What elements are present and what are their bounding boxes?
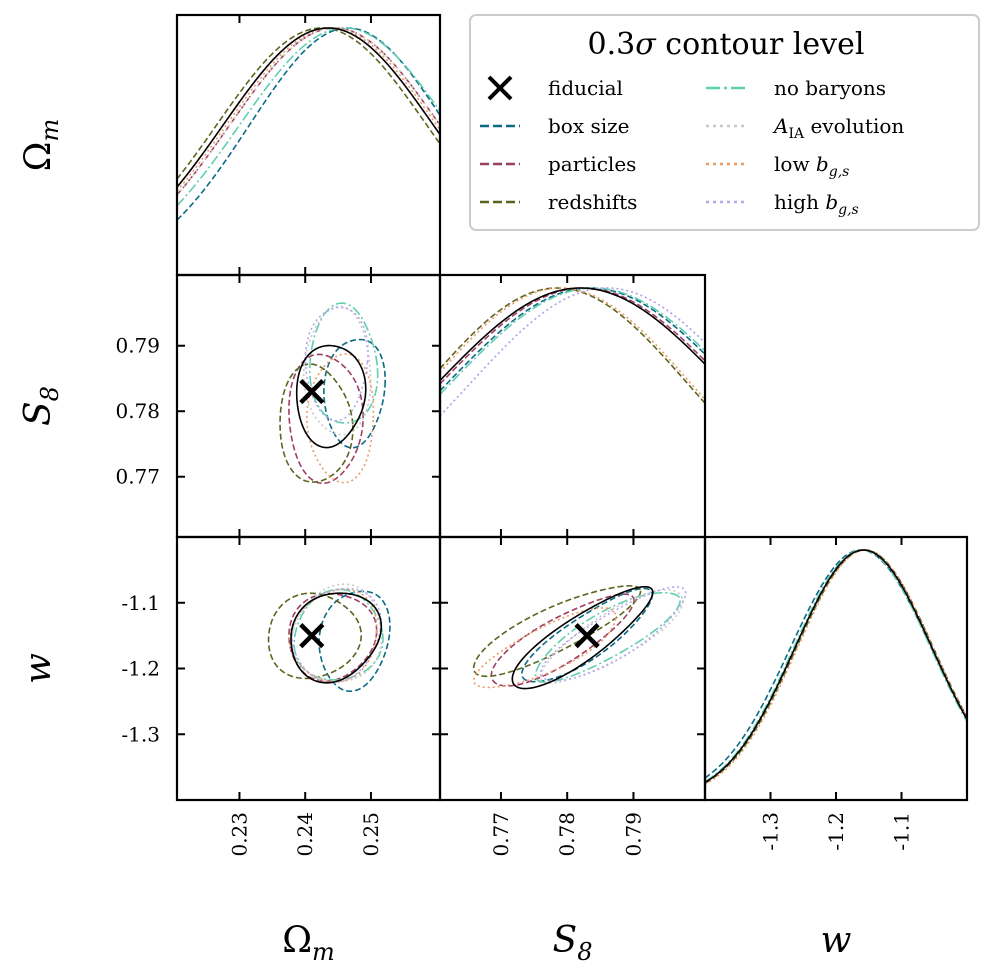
contour-om_s8-particles (288, 353, 364, 485)
yaxis-label-om: Ωm (18, 119, 64, 172)
contour-om_w-fiducial (290, 592, 383, 684)
legend-entry-fiducial: fiducial (487, 75, 623, 101)
diagonal-panel-om (177, 27, 440, 221)
legend-label: AIA evolution (772, 114, 904, 142)
ytick-label-w: -1.3 (121, 722, 160, 746)
panel-frame-2-2 (703, 535, 969, 802)
legend-label: fiducial (548, 76, 623, 100)
contour-om_w-particles (288, 592, 378, 683)
xtick-label-om: 0.23 (227, 812, 251, 857)
legend-entry-a-ia: AIA evolution (706, 114, 904, 142)
curve-w-particles (705, 549, 967, 784)
contour-om_s8-low-b-gs (306, 353, 375, 484)
xtick-label-om: 0.24 (293, 812, 317, 857)
fiducial-marker-om_s8 (299, 378, 325, 405)
ytick-label-s8: 0.77 (115, 465, 160, 489)
curve-s8-fiducial (440, 287, 705, 382)
ytick-label-w: -1.1 (121, 591, 160, 615)
legend-label: box size (548, 114, 630, 138)
panel-frame-2-1 (438, 535, 707, 802)
curve-w-a-ia-evolution (705, 549, 967, 784)
curve-om-fiducial (177, 27, 440, 188)
legend: 0.3σ contour level fiducial box size partic… (469, 14, 980, 231)
legend-entry-no-baryons: no baryons (706, 76, 886, 100)
panel-frame-1-0 (175, 273, 442, 539)
ytick-label-w: -1.2 (121, 657, 160, 681)
xtick-label-w: -1.3 (759, 812, 783, 851)
xtick-label-w: -1.1 (890, 812, 914, 851)
contour-om_s8-high-b-gs (304, 306, 369, 422)
legend-label: low bg,s (774, 152, 849, 180)
legend-marker-x-icon (487, 75, 513, 101)
curve-om-particles (177, 27, 440, 196)
ytick-label-s8: 0.78 (115, 399, 160, 423)
diagonal-panel-w (705, 549, 967, 786)
curve-w-redshifts (705, 549, 967, 784)
ytick-label-s8: 0.79 (115, 334, 160, 358)
legend-label: high bg,s (774, 190, 859, 218)
curve-s8-particles (440, 287, 705, 385)
contour-s8_w-high-b-gs (540, 586, 687, 682)
curve-w-high-b-gs (705, 549, 967, 784)
curve-om-no-baryons (177, 27, 440, 207)
yaxis-label-s8: S8 (18, 386, 64, 426)
yaxis-label-w: w (18, 653, 59, 684)
legend-label: particles (548, 152, 636, 176)
contour-om_s8-box-size (323, 338, 386, 449)
curve-s8-box-size (440, 287, 705, 392)
legend-label: no baryons (774, 76, 886, 100)
contour-s8_w-a-ia-evolution (539, 588, 684, 684)
legend-entry-redshifts: redshifts (480, 190, 637, 214)
legend-entry-particles: particles (480, 152, 636, 176)
contour-panel-s8_w (472, 584, 687, 690)
panel-frame-2-0 (175, 535, 442, 802)
xaxis-label-s8: S8 (553, 920, 593, 966)
diagonal-panel-s8 (440, 287, 705, 417)
curve-s8-redshifts (440, 287, 705, 404)
contour-s8_w-box-size (521, 587, 654, 683)
curve-s8-a-ia-evolution (440, 287, 705, 417)
contour-s8_w-no-baryons (534, 592, 681, 683)
contour-s8_w-redshifts (472, 584, 642, 678)
xtick-label-s8: 0.79 (621, 812, 645, 857)
xtick-label-s8: 0.78 (555, 812, 579, 857)
xtick-label-om: 0.25 (359, 812, 383, 857)
xtick-label-s8: 0.77 (489, 812, 513, 857)
curve-om-high-b-gs (177, 27, 440, 188)
panel-frame-1-1 (438, 273, 707, 539)
contour-s8_w-fiducial (511, 585, 654, 690)
curve-om-a-ia-evolution (177, 27, 440, 196)
curve-w-low-b-gs (705, 549, 967, 786)
legend-title: 0.3σ contour level (588, 27, 865, 62)
xaxis-label-om: Ωm (282, 920, 335, 966)
legend-entry-high-b-gs: high bg,s (706, 190, 859, 218)
legend-box (469, 14, 980, 231)
curve-om-low-b-gs (177, 27, 440, 192)
xtick-label-w: -1.2 (824, 812, 848, 851)
contour-om_w-a-ia-evolution (291, 583, 383, 683)
xaxis-label-w: w (821, 920, 852, 961)
fiducial-marker-om_w (299, 623, 325, 649)
curve-s8-high-b-gs (440, 287, 705, 417)
curve-w-fiducial (705, 549, 967, 784)
contour-om_s8-redshifts (279, 363, 354, 483)
contour-panel-om_s8 (279, 302, 386, 485)
contour-s8_w-particles (490, 593, 635, 687)
contour-om_s8-no-baryons (308, 302, 379, 424)
contour-om_w-low-b-gs (288, 588, 378, 683)
fiducial-marker-s8_w (574, 623, 600, 649)
contour-om_w-redshifts (267, 592, 363, 680)
contour-om_w-box-size (318, 590, 391, 693)
legend-entry-box-size: box size (480, 114, 630, 138)
curve-s8-no-baryons (440, 287, 705, 395)
curve-om-redshifts (177, 27, 440, 180)
legend-entry-low-b-gs: low bg,s (706, 152, 849, 180)
curve-w-no-baryons (705, 549, 967, 783)
contour-panel-om_w (267, 583, 391, 693)
legend-label: redshifts (548, 190, 637, 214)
contour-om_s8-fiducial (295, 344, 367, 449)
